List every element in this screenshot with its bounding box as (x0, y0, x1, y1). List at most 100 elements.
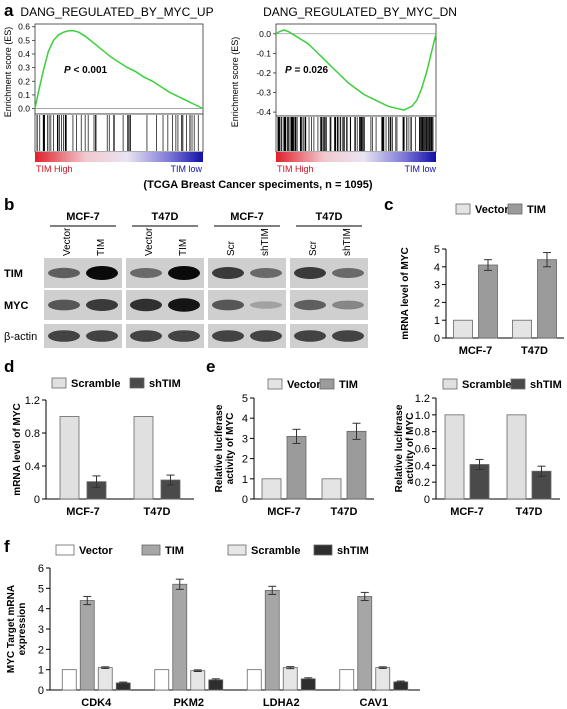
blot-band (130, 268, 162, 278)
legend-label: TIM (165, 545, 184, 557)
lane-label: TIM (96, 239, 107, 256)
y-tick-label: 1.0 (415, 410, 430, 422)
bar-tim (478, 264, 498, 339)
blot-band (168, 330, 200, 342)
legend-label: TIM (527, 204, 546, 216)
blot-row-label: MYC (4, 300, 29, 312)
y-tick-label: 6 (38, 563, 44, 575)
bar-tim (357, 596, 373, 691)
gsea-yticks: 0.6 0.5 0.4 0.3 0.2 0.1 0.0 (18, 22, 203, 114)
bar-tim (264, 589, 280, 691)
blot-band (250, 330, 282, 342)
gsea-ylabel: Enrichment score (ES) (230, 37, 240, 128)
legend-swatch (51, 377, 67, 389)
bar-vector (512, 319, 532, 339)
blot-band (294, 330, 326, 342)
rank-low-label: TIM low (171, 164, 203, 174)
bar-vector (246, 669, 262, 691)
bar-chart-f: 0 1 2 3 4 5 6 MYC Target mRNA expression CDK4 PKM2… (6, 544, 420, 709)
blot-band (86, 299, 118, 311)
blot-band (294, 267, 326, 279)
y-tick-label: 0.4 (25, 461, 40, 473)
y-tick-label: 1 (242, 474, 248, 486)
blot-band (48, 267, 80, 279)
gsea-plot-right: DANG_REGULATED_BY_MYC_DN Enrichment scor… (230, 5, 457, 174)
bar-tim (286, 435, 307, 500)
y-tick-label: 1 (434, 315, 440, 327)
y-tick-label: 5 (242, 393, 248, 405)
y-tick-label: 0.6 (415, 444, 430, 456)
bar-scramble (190, 670, 206, 691)
bar-scramble (133, 416, 154, 500)
y-tick-label: 3 (38, 624, 44, 636)
blot-band (86, 266, 118, 280)
gene-hit-lines (36, 115, 199, 151)
y-tick-label: 1 (38, 665, 44, 677)
panel-label-c: c (384, 195, 393, 214)
rank-high-label: TIM High (36, 164, 73, 174)
legend-swatch (319, 378, 335, 390)
y-axis-label: Relative luciferase (394, 404, 405, 492)
gene-hit-bar (34, 113, 204, 153)
panel-label-e: e (206, 357, 215, 376)
gsea-caption: (TCGA Breast Cancer speciments, n = 1095… (143, 179, 372, 191)
blot-band (168, 266, 200, 280)
x-category-label: MCF-7 (450, 506, 484, 518)
legend-label: Scramble (462, 379, 512, 391)
rank-gradient-bar (276, 152, 436, 162)
tick-label: 0.3 (18, 63, 30, 73)
y-tick-label: 0 (242, 494, 248, 506)
blot-band (130, 298, 162, 312)
lane-label: shTIM (260, 228, 271, 256)
bar-shtim (300, 678, 316, 691)
tick-label: 0.6 (18, 22, 30, 32)
tick-label: -0.2 (256, 68, 271, 78)
bar-vector (339, 669, 355, 691)
bar-scramble (97, 667, 113, 691)
bar-chart-c: 0 1 2 3 4 5 mRNA level of MYC MCF-7 T47D Vector TI… (400, 203, 564, 357)
bar-tim (346, 430, 367, 500)
blot-band (48, 299, 80, 311)
panel-label-a: a (4, 1, 14, 20)
bar-scramble (59, 416, 80, 500)
y-tick-label: 0.8 (25, 428, 40, 440)
legend-label: Vector (79, 545, 113, 557)
bar-vector (61, 669, 77, 691)
bar-vector (261, 478, 282, 500)
x-category-label: MCF-7 (267, 506, 301, 518)
tick-label: 0.0 (259, 29, 271, 39)
y-tick-label: 0 (38, 685, 44, 697)
y-tick-label: 3 (434, 280, 440, 292)
bar-shtim (208, 679, 224, 691)
legend-label: shTIM (337, 545, 369, 557)
gsea-plot-left: DANG_REGULATED_BY_MYC_UP Enrichment scor… (3, 5, 214, 174)
y-tick-label: 4 (242, 413, 248, 425)
x-category-label: CAV1 (359, 697, 388, 709)
bar-scramble (282, 667, 298, 691)
y-tick-label: 0 (434, 333, 440, 345)
blot-band (294, 299, 326, 311)
legend-swatch (129, 377, 145, 389)
bar-scramble (444, 414, 465, 500)
y-tick-label: 5 (38, 583, 44, 595)
gene-hit-bar (275, 115, 437, 153)
legend-swatch (507, 203, 523, 215)
rank-low-label: TIM low (405, 164, 437, 174)
panel-label-f: f (4, 537, 10, 556)
y-axis-label: mRNA level of MYC (12, 403, 23, 495)
panel-label-d: d (4, 357, 14, 376)
bar-chart-e-right: 0 0.2 0.4 0.6 0.8 1.0 1.2 Relative luciferase ac… (394, 378, 562, 518)
blot-band (130, 330, 162, 342)
tick-label: -0.3 (256, 88, 271, 98)
y-tick-label: 4 (434, 262, 440, 274)
western-blot: MCF-7 T47D MCF-7 T47D Vector TIM Vector TIM Scr s… (4, 211, 368, 348)
y-tick-label: 0.8 (415, 427, 430, 439)
legend-swatch (455, 203, 471, 215)
blot-band (48, 330, 80, 342)
y-tick-label: 1.2 (415, 393, 430, 405)
legend-swatch (141, 544, 161, 556)
bar-tim (172, 583, 188, 691)
y-tick-label: 2 (38, 644, 44, 656)
gene-hit-lines (277, 117, 434, 151)
tick-label: -0.4 (256, 107, 271, 117)
